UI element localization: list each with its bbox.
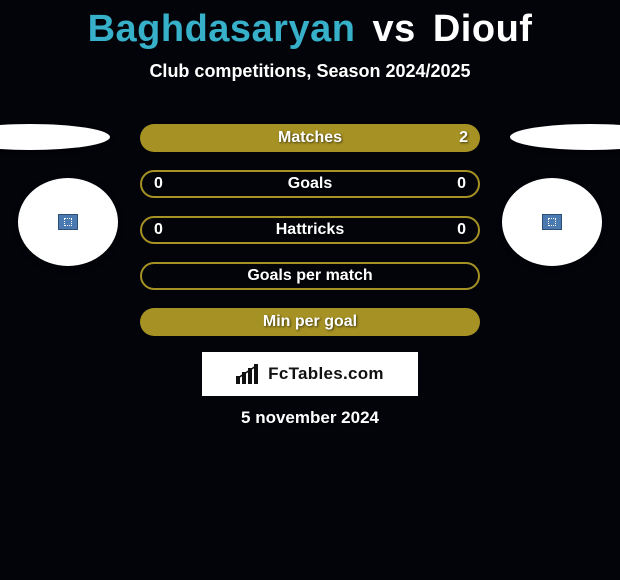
team2-flag-icon bbox=[542, 214, 562, 230]
stat-label: Goals bbox=[288, 175, 332, 193]
stat-value-left: 0 bbox=[154, 221, 163, 239]
player2-name: Diouf bbox=[433, 8, 533, 50]
stat-label: Min per goal bbox=[263, 313, 357, 331]
fctables-label: FcTables.com bbox=[268, 364, 384, 384]
comparison-subtitle: Club competitions, Season 2024/2025 bbox=[0, 61, 620, 82]
stat-label: Hattricks bbox=[276, 221, 344, 239]
stat-row-matches: Matches 2 bbox=[140, 124, 480, 152]
generation-date: 5 november 2024 bbox=[0, 408, 620, 428]
stats-container: Matches 2 0 Goals 0 0 Hattricks 0 Goals … bbox=[140, 124, 480, 336]
comparison-title: Baghdasaryan vs Diouf bbox=[0, 0, 620, 51]
stat-row-min-per-goal: Min per goal bbox=[140, 308, 480, 336]
team2-banner-oval bbox=[510, 124, 620, 150]
bars-icon bbox=[236, 364, 262, 384]
stat-value-right: 0 bbox=[457, 175, 466, 193]
stat-label: Goals per match bbox=[247, 267, 372, 285]
stat-value-right: 0 bbox=[457, 221, 466, 239]
team1-badge-circle bbox=[18, 178, 118, 266]
fctables-badge[interactable]: FcTables.com bbox=[202, 352, 418, 396]
stat-label: Matches bbox=[278, 129, 342, 147]
stat-row-goals: 0 Goals 0 bbox=[140, 170, 480, 198]
team2-badge-circle bbox=[502, 178, 602, 266]
stat-row-goals-per-match: Goals per match bbox=[140, 262, 480, 290]
team1-banner-oval bbox=[0, 124, 110, 150]
vs-separator: vs bbox=[373, 8, 416, 50]
stat-value-right: 2 bbox=[459, 129, 468, 147]
stat-value-left: 0 bbox=[154, 175, 163, 193]
team1-flag-icon bbox=[58, 214, 78, 230]
stat-row-hattricks: 0 Hattricks 0 bbox=[140, 216, 480, 244]
player1-name: Baghdasaryan bbox=[88, 8, 356, 50]
